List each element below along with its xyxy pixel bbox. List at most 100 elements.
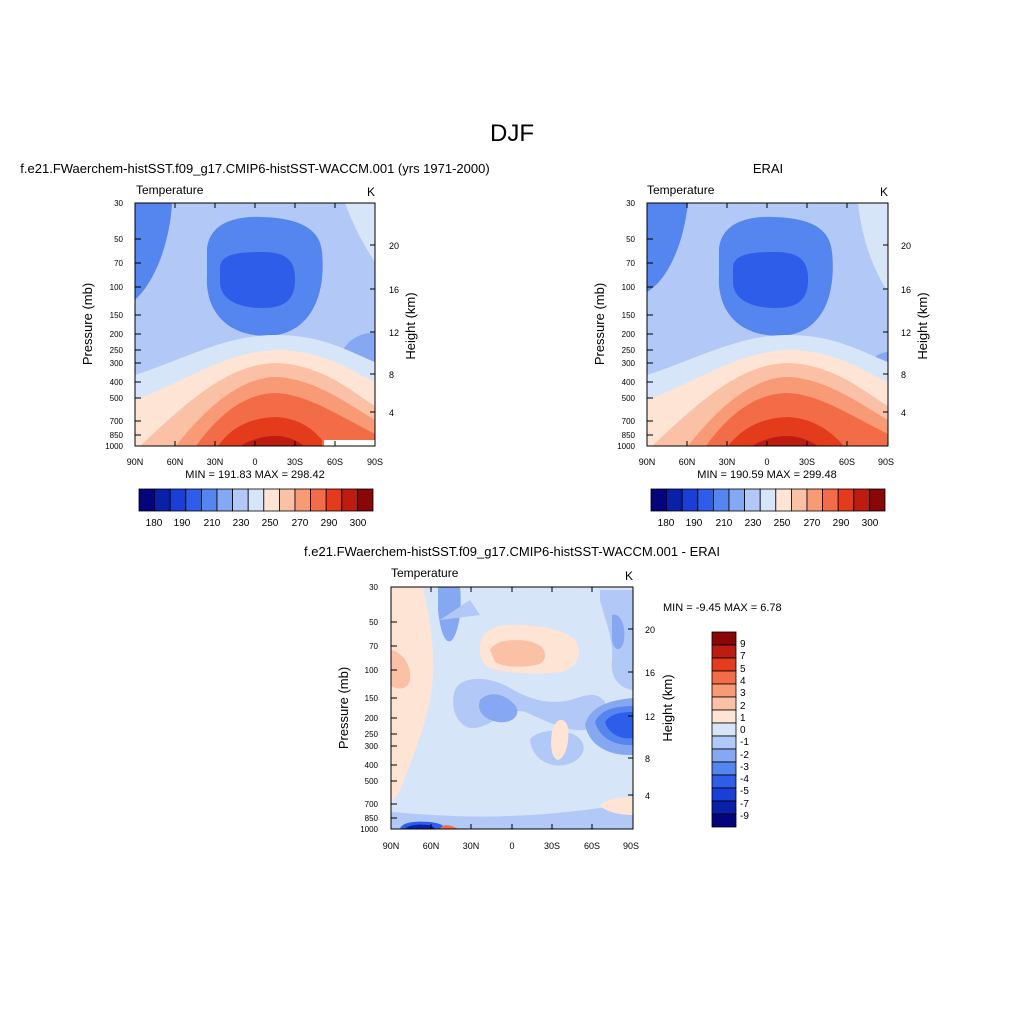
panel-diff-x-axis: 90N 60N 30N 0 30S 60S 90S <box>383 587 639 851</box>
panel-model-field <box>135 203 375 446</box>
colorbar-swatch <box>822 488 839 512</box>
panel-model-stats: MIN = 191.83 MAX = 298.42 <box>185 469 324 481</box>
y-tick-label: 400 <box>365 761 379 770</box>
colorbar-label: 250 <box>262 518 279 529</box>
x-tick-label: 0 <box>764 457 769 467</box>
colorbar-label: 290 <box>321 518 338 529</box>
y-tick-label: 200 <box>110 330 124 339</box>
panel-model-y2label: Height (km) <box>403 292 418 359</box>
colorbar-swatch <box>711 644 737 659</box>
x-tick-label: 30N <box>719 457 736 467</box>
colorbar-swatch <box>169 488 187 512</box>
colorbar-label: 1 <box>740 713 746 724</box>
panel-obs-variable: Temperature <box>647 183 715 197</box>
colorbar-swatch <box>711 735 737 750</box>
x-tick-label: 90N <box>639 457 656 467</box>
y-tick-label: 300 <box>622 359 636 368</box>
colorbar-label: 5 <box>740 664 746 675</box>
panel-obs-x-axis: 90N 60N 30N 0 30S 60S 90S <box>639 203 894 467</box>
colorbar-swatch <box>728 488 746 512</box>
colorbar-label: -2 <box>740 750 749 761</box>
y-tick-label: 70 <box>626 259 635 268</box>
panel-obs-y2label: Height (km) <box>915 292 930 359</box>
panel-diff-stats: MIN = -9.45 MAX = 6.78 <box>663 602 782 614</box>
x-tick-label: 60S <box>327 457 343 467</box>
y-tick-label: 70 <box>114 259 123 268</box>
y2-tick-label: 16 <box>389 285 399 295</box>
x-tick-label: 30N <box>463 841 480 851</box>
colorbar-label: 9 <box>740 639 746 650</box>
colorbar-swatch <box>232 488 249 512</box>
panel-obs-units: K <box>880 185 888 199</box>
panel-model-y2-axis: 20 16 12 8 4 <box>370 241 399 418</box>
y2-tick-label: 12 <box>389 328 399 338</box>
colorbar-swatch <box>341 488 358 512</box>
panel-obs-y2-axis: 20 16 12 8 4 <box>883 241 911 418</box>
colorbar-swatch <box>247 488 265 512</box>
colorbar-label: 230 <box>233 518 250 529</box>
colorbar-swatch <box>294 488 312 512</box>
colorbar-label: 270 <box>804 518 821 529</box>
colorbar-label: -4 <box>740 774 749 785</box>
colorbar-label: 3 <box>740 688 746 699</box>
colorbar-swatch <box>681 488 699 512</box>
colorbar-swatch <box>356 488 374 512</box>
y-tick-label: 500 <box>110 394 124 403</box>
y2-tick-label: 16 <box>901 285 911 295</box>
y-tick-label: 50 <box>114 235 123 244</box>
y-tick-label: 30 <box>114 199 123 208</box>
colorbar-swatch <box>869 488 886 512</box>
x-tick-label: 0 <box>252 457 257 467</box>
colorbar-swatch <box>711 696 737 711</box>
y2-tick-label: 8 <box>389 370 394 380</box>
colorbar-swatch <box>711 709 737 724</box>
y-tick-label: 400 <box>110 378 124 387</box>
y-tick-label: 200 <box>622 330 636 339</box>
panel-obs-colorbar: 180 190 210 230 250 270 290 300 <box>650 488 886 529</box>
x-tick-label: 0 <box>509 841 514 851</box>
y2-tick-label: 20 <box>645 625 655 635</box>
colorbar-swatch <box>791 488 808 512</box>
y-tick-label: 30 <box>369 583 378 592</box>
y-tick-label: 700 <box>110 417 124 426</box>
colorbar-label: 290 <box>833 518 850 529</box>
colorbar-swatch <box>759 488 777 512</box>
colorbar-label: 0 <box>740 725 746 736</box>
panel-model-units: K <box>367 185 375 199</box>
x-tick-label: 60N <box>679 457 696 467</box>
panel-diff-units: K <box>625 569 633 583</box>
colorbar-swatch <box>711 761 737 776</box>
panel-model-x-axis: 90N 60N 30N 0 30S 60S 90S <box>127 203 383 467</box>
colorbar-swatch <box>711 813 737 828</box>
colorbar-swatch <box>711 787 737 802</box>
colorbar-label: 210 <box>716 518 733 529</box>
y-tick-label: 150 <box>365 694 379 703</box>
panel-obs-title: ERAI <box>753 161 783 176</box>
y-tick-label: 850 <box>365 814 379 823</box>
y-tick-label: 50 <box>369 618 378 627</box>
colorbar-swatch <box>711 670 737 685</box>
x-tick-label: 30S <box>287 457 303 467</box>
y-tick-label: 700 <box>365 800 379 809</box>
colorbar-swatch <box>263 488 280 512</box>
colorbar-label: 190 <box>174 518 191 529</box>
colorbar-label: -7 <box>740 799 749 810</box>
panel-obs-ylabel: Pressure (mb) <box>592 283 607 365</box>
colorbar-swatch <box>713 488 730 512</box>
panel-diff-ylabel: Pressure (mb) <box>336 667 351 749</box>
colorbar-label: 2 <box>740 701 746 712</box>
y-tick-label: 150 <box>110 311 124 320</box>
colorbar-swatches <box>711 631 737 828</box>
colorbar-swatch <box>806 488 824 512</box>
colorbar-swatch <box>200 488 218 512</box>
panel-diff: f.e21.FWaerchem-histSST.f09_g17.CMIP6-hi… <box>304 544 782 851</box>
y2-tick-label: 12 <box>901 328 911 338</box>
x-tick-label: 90N <box>383 841 400 851</box>
y2-tick-label: 4 <box>645 791 650 801</box>
y-tick-label: 500 <box>622 394 636 403</box>
panel-obs-y-axis: 30 50 70 100 150 200 250 300 400 500 700… <box>617 199 653 451</box>
panel-diff-y2label: Height (km) <box>660 674 675 741</box>
y-tick-label: 1000 <box>105 442 123 451</box>
colorbar-swatch <box>711 657 737 672</box>
